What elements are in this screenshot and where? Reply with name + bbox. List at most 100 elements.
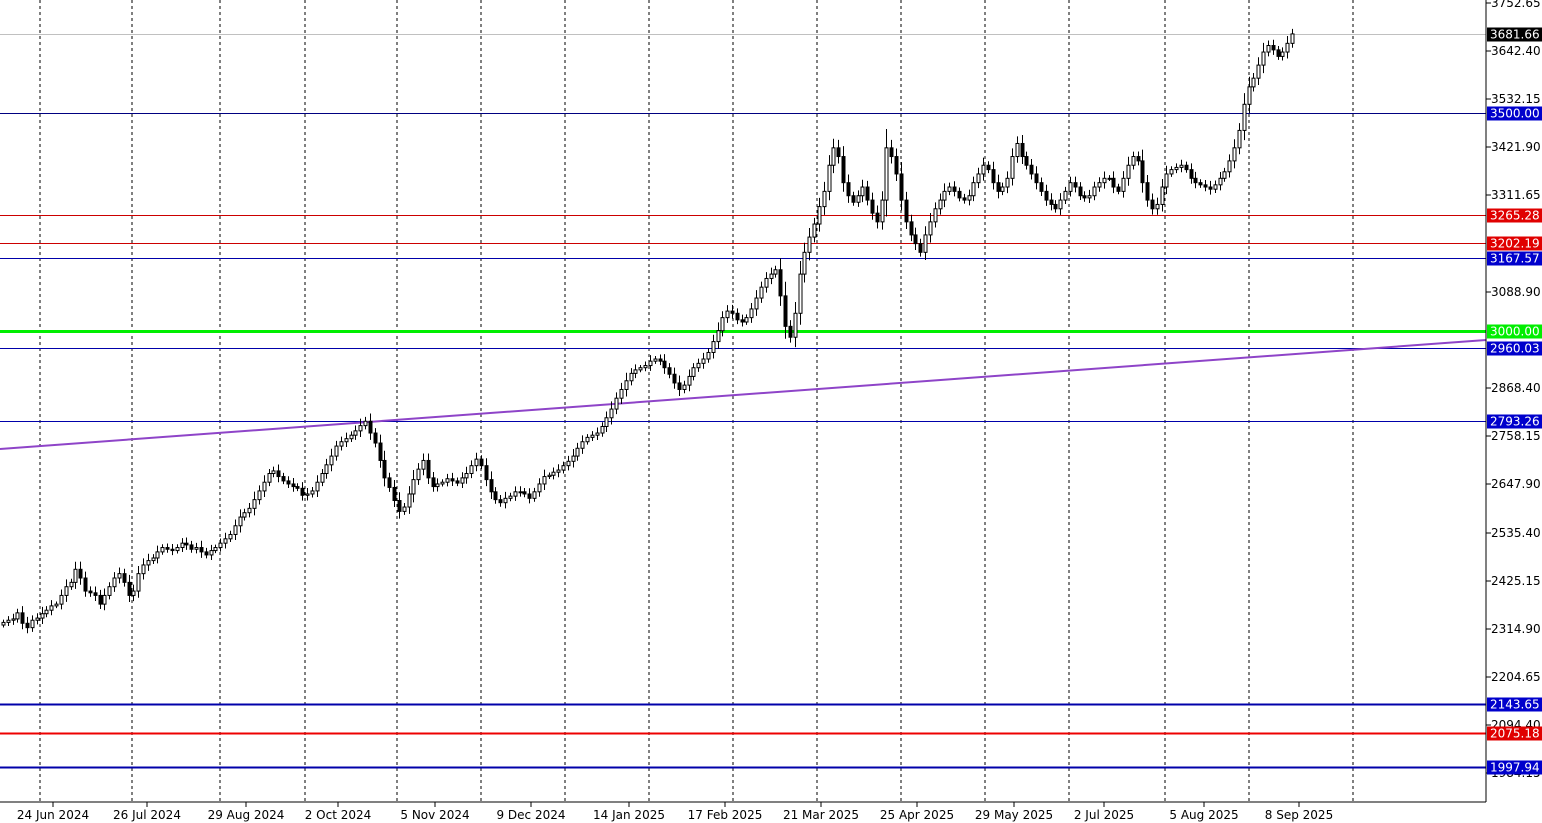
candle-body-down	[740, 319, 745, 323]
candle	[426, 453, 431, 484]
candle	[503, 491, 508, 509]
candle	[880, 191, 885, 230]
candle-body-down	[25, 622, 30, 629]
candle	[291, 478, 296, 492]
candle-body-up	[175, 547, 180, 552]
candle-body-up	[411, 479, 416, 495]
candle	[1092, 181, 1097, 201]
candle	[1242, 93, 1247, 141]
candle-body-up	[141, 564, 146, 575]
candle	[49, 600, 54, 616]
candle	[98, 589, 103, 610]
date-tick-label: 2 Jul 2025	[1074, 808, 1134, 822]
candle-body-up	[402, 506, 407, 512]
candle-body-down	[450, 478, 455, 482]
candle	[209, 544, 214, 560]
candle	[522, 488, 527, 498]
candle-body-up	[856, 195, 861, 203]
candle	[667, 363, 672, 379]
candle	[25, 616, 30, 634]
candle	[329, 448, 334, 472]
candle	[648, 355, 653, 371]
candle-body-up	[793, 312, 798, 338]
candle-body-up	[764, 277, 769, 288]
candle	[160, 544, 165, 555]
level-label-box	[1487, 760, 1542, 775]
level-label: 2143.65	[1490, 698, 1540, 712]
candle	[131, 584, 136, 602]
candle-body-down	[382, 459, 387, 479]
candle	[938, 193, 943, 215]
candle	[580, 435, 585, 454]
candle	[498, 494, 503, 507]
candle-body-up	[725, 310, 730, 319]
candle	[262, 475, 267, 498]
candle-body-down	[479, 458, 484, 467]
candle	[909, 214, 914, 242]
candle-body-up	[49, 605, 54, 611]
level-label-box	[1487, 208, 1542, 223]
candle	[812, 217, 817, 243]
candle	[1227, 154, 1232, 178]
candle-body-down	[1039, 182, 1044, 192]
candle	[532, 487, 537, 502]
candle	[735, 308, 740, 325]
candle-body-down	[1111, 177, 1116, 188]
candle-body-down	[667, 367, 672, 375]
level-label-box	[1487, 697, 1542, 712]
candle-body-up	[445, 478, 450, 483]
candle	[918, 238, 923, 257]
candle	[112, 572, 117, 592]
candle	[151, 554, 156, 564]
candle	[991, 161, 996, 190]
candle-body-up	[720, 317, 725, 332]
candle	[1000, 182, 1005, 196]
date-tick-label: 14 Jan 2025	[593, 808, 665, 822]
candle-body-down	[735, 312, 740, 321]
candle	[469, 460, 474, 479]
candle	[716, 322, 721, 349]
candle	[947, 182, 952, 196]
trendline	[0, 339, 1487, 450]
candle-body-up	[267, 473, 272, 483]
candle	[54, 601, 59, 609]
candle-body-up	[421, 459, 426, 470]
price-tick-label: 3752.65	[1491, 0, 1541, 10]
candle	[252, 491, 257, 516]
candle	[851, 191, 856, 206]
candle	[238, 509, 243, 533]
candle	[136, 565, 141, 598]
level-label: 3167.57	[1490, 252, 1540, 266]
candle	[653, 355, 658, 364]
candle-body-up	[271, 470, 276, 475]
candle-body-down	[962, 197, 967, 201]
candlesticks	[1, 28, 1295, 634]
candle	[899, 162, 904, 211]
candle	[585, 434, 590, 445]
candle	[952, 181, 957, 197]
candle	[305, 488, 310, 501]
candle-body-up	[798, 273, 803, 314]
candle	[1078, 182, 1083, 200]
candle	[798, 261, 803, 325]
candle-body-down	[527, 493, 532, 499]
candle-body-up	[812, 223, 817, 238]
candle-body-up	[706, 351, 711, 360]
candle	[213, 544, 218, 554]
candle-body-up	[1251, 77, 1256, 88]
candle-body-up	[358, 425, 363, 432]
candle	[69, 578, 74, 590]
candle	[788, 320, 793, 343]
candle-body-down	[904, 199, 909, 223]
candle-body-up	[513, 491, 518, 497]
candle	[1097, 177, 1102, 192]
candle-body-up	[349, 434, 354, 440]
candle	[1010, 148, 1015, 186]
date-tick-label: 25 Apr 2025	[880, 808, 954, 822]
candle	[551, 467, 556, 480]
candle	[827, 155, 832, 201]
level-label: 2793.26	[1490, 415, 1540, 429]
candle-body-down	[392, 486, 397, 502]
candle-body-up	[1174, 166, 1179, 171]
